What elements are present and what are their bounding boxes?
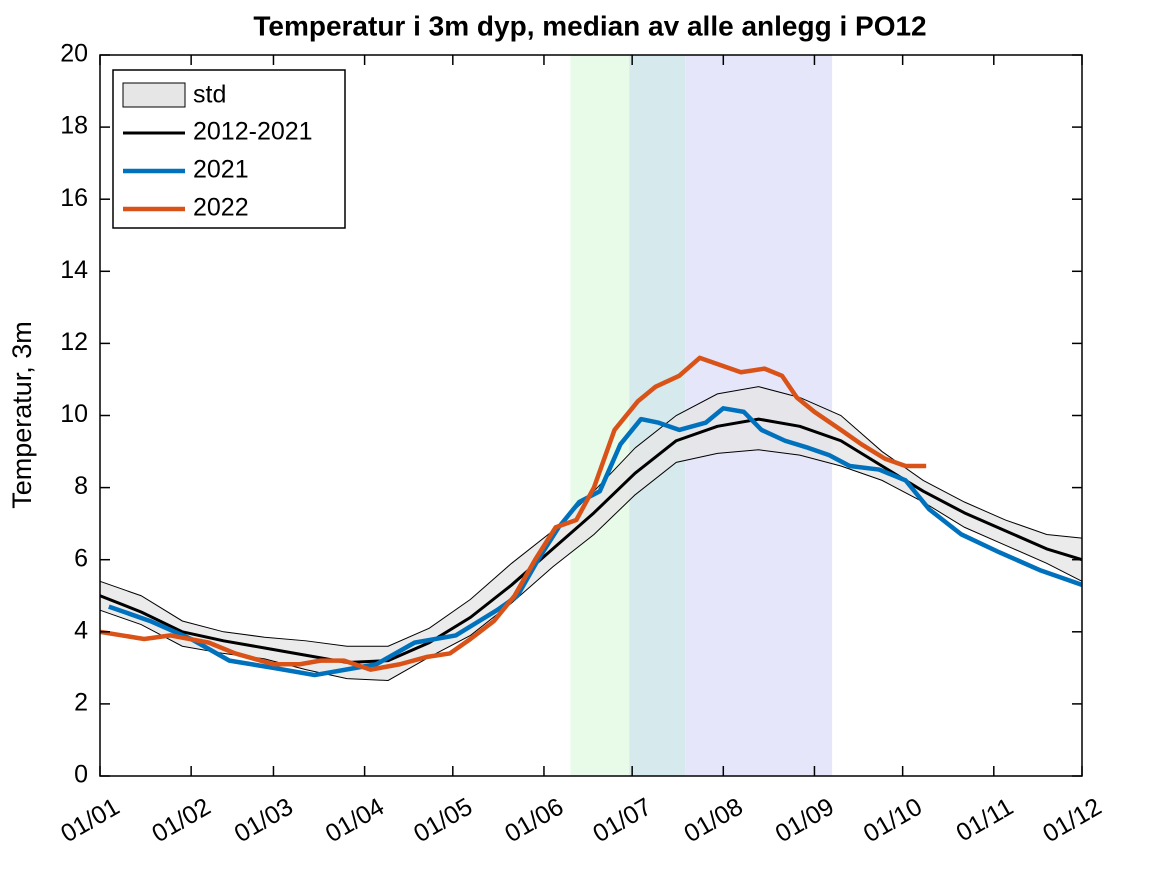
x-tick-label: 01/06 xyxy=(500,793,568,849)
x-tick-label: 01/10 xyxy=(859,793,927,849)
x-tick-label: 01/01 xyxy=(56,793,124,849)
line xyxy=(99,355,927,672)
x-tick-label: 01/07 xyxy=(588,793,656,849)
legend-swatch xyxy=(122,82,186,108)
legend-label: std xyxy=(193,81,226,109)
x-tick-label: 01/09 xyxy=(771,793,839,849)
y-tick-label: 2 xyxy=(74,689,88,717)
legend-label: 2021 xyxy=(193,156,249,184)
x-tick-label: 01/11 xyxy=(952,793,1019,848)
y-tick-label: 12 xyxy=(60,328,88,356)
shaded-span xyxy=(570,55,630,776)
line xyxy=(99,417,1083,664)
x-tick-label: 01/12 xyxy=(1038,793,1106,849)
legend: std 2012-2021 2021 2022 xyxy=(112,69,346,229)
chart-title: Temperatur i 3m dyp, median av alle anle… xyxy=(253,10,926,41)
y-tick-label: 8 xyxy=(74,472,88,500)
x-tick-label: 01/08 xyxy=(679,793,747,849)
y-tick-label: 20 xyxy=(60,40,88,68)
y-tick-label: 18 xyxy=(60,112,88,140)
y-tick-label: 16 xyxy=(60,184,88,212)
legend-label: 2022 xyxy=(193,194,249,222)
y-tick-label: 4 xyxy=(74,616,88,644)
x-tick-label: 01/03 xyxy=(230,793,298,849)
x-tick-label: 01/02 xyxy=(147,793,215,849)
y-tick-label: 10 xyxy=(60,400,88,428)
legend-label: 2012-2021 xyxy=(193,118,313,146)
y-tick-label: 6 xyxy=(74,544,88,572)
y-tick-label: 14 xyxy=(60,256,88,284)
y-axis-label: Temperatur, 3m xyxy=(7,321,37,509)
line xyxy=(108,406,1083,678)
x-tick-label: 01/05 xyxy=(409,793,477,849)
y-tick-label: 0 xyxy=(74,761,88,789)
x-tick-label: 01/04 xyxy=(321,793,389,849)
